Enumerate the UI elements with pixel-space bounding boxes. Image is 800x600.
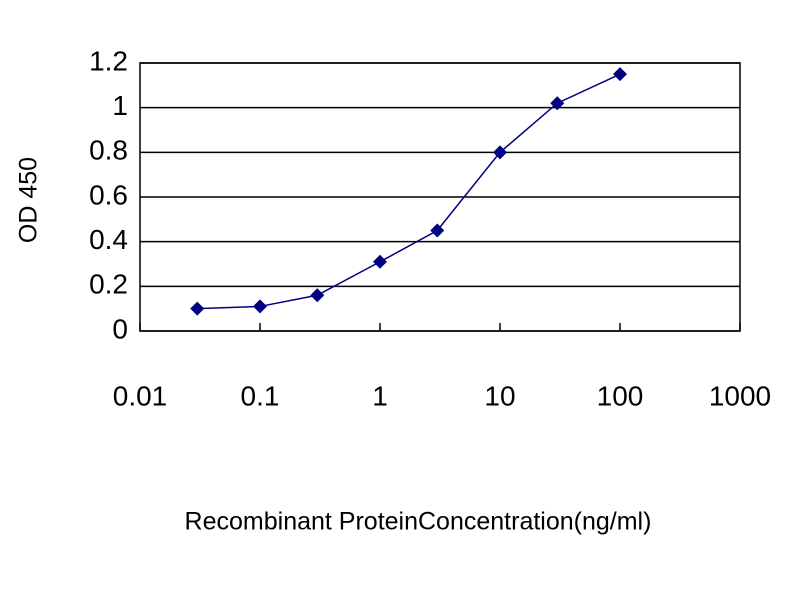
data-point — [190, 301, 205, 316]
x-tick-label: 10 — [484, 380, 515, 411]
x-tick-label: 1000 — [709, 380, 771, 411]
data-line — [197, 73, 621, 310]
data-point — [310, 288, 325, 303]
x-tick-label: 0.1 — [241, 380, 280, 411]
y-tick-label: 0 — [112, 313, 128, 344]
data-point — [430, 223, 445, 238]
x-tick-label: 1 — [372, 380, 388, 411]
y-tick-label: 0.2 — [89, 269, 128, 300]
y-tick-label: 1.2 — [89, 45, 128, 76]
data-point — [253, 299, 267, 314]
y-tick-label: 0.4 — [89, 224, 128, 255]
data-point — [373, 254, 387, 269]
x-tick-label: 100 — [597, 380, 644, 411]
y-tick-label: 0.6 — [89, 179, 128, 210]
data-point — [550, 96, 565, 111]
y-tick-label: 1 — [112, 90, 128, 121]
y-axis-label: OD 450 — [15, 157, 43, 243]
y-tick-label: 0.8 — [89, 135, 128, 166]
data-point — [493, 145, 507, 160]
data-point — [613, 67, 627, 82]
x-tick-label: 0.01 — [113, 380, 168, 411]
x-axis-label: Recombinant ProteinConcentration(ng/ml) — [185, 508, 652, 536]
